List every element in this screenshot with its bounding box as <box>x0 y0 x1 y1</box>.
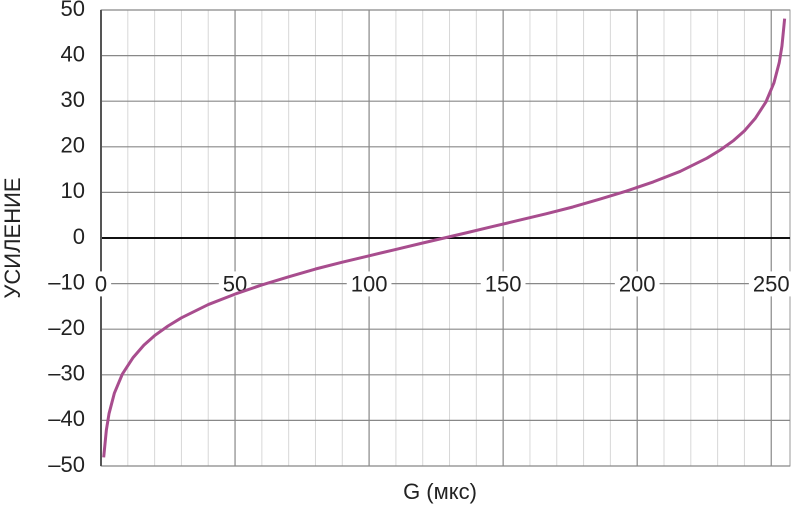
x-tick-label: 250 <box>753 271 790 296</box>
x-axis-label: G (мкс) <box>403 479 477 504</box>
y-tick-label: –40 <box>48 406 85 431</box>
y-axis-label: УСИЛЕНИЕ <box>0 177 25 298</box>
x-tick-label: 100 <box>351 271 388 296</box>
y-tick-label: –10 <box>48 269 85 294</box>
y-tick-label: 30 <box>61 87 85 112</box>
y-tick-label: 40 <box>61 41 85 66</box>
x-tick-label: 150 <box>485 271 522 296</box>
y-tick-label: –30 <box>48 361 85 386</box>
x-tick-label-bg <box>346 271 392 297</box>
y-tick-label: 0 <box>73 224 85 249</box>
x-tick-label: 0 <box>95 271 107 296</box>
line <box>102 18 787 458</box>
y-tick-label: 20 <box>61 133 85 158</box>
x-tick-label-bg <box>218 271 252 297</box>
x-tick-label-bg <box>614 271 660 297</box>
y-tick-label: 10 <box>61 178 85 203</box>
y-tick-label: 50 <box>61 0 85 21</box>
x-tick-label-bg <box>480 271 526 297</box>
x-tick-label: 200 <box>619 271 656 296</box>
y-tick-label: –20 <box>48 315 85 340</box>
y-tick-label: –50 <box>48 452 85 477</box>
x-tick-label-bg <box>90 271 112 297</box>
x-tick-label-bg <box>748 271 794 297</box>
